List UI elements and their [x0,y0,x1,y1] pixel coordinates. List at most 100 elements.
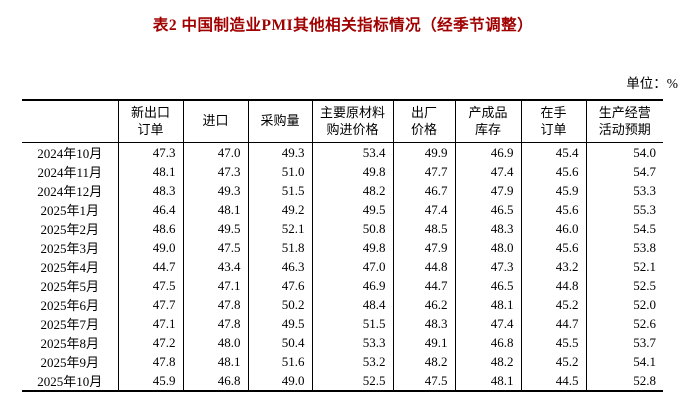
data-cell: 49.0 [248,371,313,391]
table-row: 2025年5月 47.5 47.1 47.6 46.9 44.7 46.5 44.8 52.5 [22,276,663,295]
row-label: 2025年8月 [22,333,119,352]
data-cell: 46.8 [455,333,522,352]
data-cell: 53.3 [312,333,394,352]
data-cell: 52.1 [248,219,313,238]
row-label: 2025年9月 [22,352,119,371]
data-cell: 50.8 [312,219,394,238]
data-cell: 47.3 [118,142,184,162]
data-cell: 48.1 [118,162,184,181]
table-row: 2025年3月 49.0 47.5 51.8 49.8 47.9 48.0 45.6 53.8 [22,238,663,257]
data-cell: 52.0 [633,296,656,312]
column-header-ex-factory-prices: 出厂 价格 [393,100,456,143]
table-header-row: 新出口 订单 进口 采购量 主要原材料 购进价格 出厂 价格 产成品 库存 在手… [22,100,663,143]
data-cell: 46.4 [118,200,184,219]
data-cell: 46.0 [521,219,587,238]
data-cell: 47.8 [183,314,249,333]
data-cell: 47.3 [183,162,249,181]
data-cell: 53.8 [633,239,656,255]
data-cell: 46.5 [455,200,522,219]
data-cell: 48.2 [455,352,522,371]
table-row: 2025年4月 44.7 43.4 46.3 47.0 44.8 47.3 43.2 52.1 [22,257,663,276]
row-label: 2025年6月 [22,295,119,314]
column-header-raw-material-prices: 主要原材料 购进价格 [312,100,394,143]
data-cell: 47.4 [455,162,522,181]
row-label: 2025年5月 [22,276,119,295]
row-label: 2025年10月 [22,371,119,391]
data-cell: 48.4 [312,295,394,314]
data-cell: 45.6 [521,238,587,257]
column-header-business-expectations: 生产经营 活动预期 [586,100,663,143]
row-label: 2024年10月 [22,142,119,162]
table-row: 2024年11月 48.1 47.3 51.0 49.8 47.7 47.4 45.6 54.7 [22,162,663,181]
data-cell: 48.1 [455,295,522,314]
data-cell: 47.9 [393,238,456,257]
data-cell: 48.6 [118,219,184,238]
row-label: 2025年3月 [22,238,119,257]
data-cell: 51.8 [248,238,313,257]
data-cell: 49.1 [393,333,456,352]
data-cell: 45.2 [521,295,587,314]
data-cell: 47.3 [455,257,522,276]
data-cell: 46.2 [393,295,456,314]
data-cell: 47.0 [183,142,249,162]
data-cell: 47.2 [118,333,184,352]
data-cell: 49.3 [248,142,313,162]
data-cell: 43.2 [521,257,587,276]
table-row: 2025年6月 47.7 47.8 50.2 48.4 46.2 48.1 45.2 52.0 [22,295,663,314]
pmi-table: 新出口 订单 进口 采购量 主要原材料 购进价格 出厂 价格 产成品 库存 在手… [22,99,663,392]
data-cell: 49.2 [248,200,313,219]
data-cell: 49.9 [393,142,456,162]
data-cell: 54.1 [633,353,656,369]
data-cell: 48.3 [118,181,184,200]
data-cell: 48.1 [455,371,522,391]
data-cell: 46.9 [312,276,394,295]
data-cell: 49.5 [312,200,394,219]
data-cell: 47.4 [393,200,456,219]
table-row: 2025年1月 46.4 48.1 49.2 49.5 47.4 46.5 45.6 55.3 [22,200,663,219]
data-cell: 47.5 [393,371,456,391]
page-title: 表2 中国制造业PMI其他相关指标情况（经季节调整） [152,17,534,34]
data-cell: 49.0 [118,238,184,257]
table-row: 2025年7月 47.1 47.8 49.5 51.5 48.3 47.4 44.7 52.6 [22,314,663,333]
data-cell: 44.7 [393,276,456,295]
data-cell: 51.5 [312,314,394,333]
data-cell: 46.7 [393,181,456,200]
data-cell: 53.7 [633,334,656,350]
column-header-finished-goods-inventory: 产成品 库存 [455,100,522,143]
data-cell: 51.0 [248,162,313,181]
row-label: 2025年1月 [22,200,119,219]
data-cell: 46.5 [455,276,522,295]
data-cell: 45.9 [118,371,184,391]
column-header-purchasing-volume: 采购量 [248,100,313,143]
data-cell: 52.6 [633,315,656,331]
data-cell: 45.2 [521,352,587,371]
data-cell: 47.5 [118,276,184,295]
data-cell: 47.5 [183,238,249,257]
data-cell: 46.8 [183,371,249,391]
table-row: 2025年10月 45.9 46.8 49.0 52.5 47.5 48.1 44.5 52.8 [22,371,663,391]
data-cell: 49.8 [312,238,394,257]
data-cell: 55.3 [633,201,656,217]
corner-cell [22,100,119,143]
data-cell: 48.2 [312,181,394,200]
data-cell: 48.0 [183,333,249,352]
data-cell: 54.5 [633,220,656,236]
data-cell: 47.7 [393,162,456,181]
table-row: 2024年10月 47.3 47.0 49.3 53.4 49.9 46.9 45.4 54.0 [22,142,663,162]
table-row: 2024年12月 48.3 49.3 51.5 48.2 46.7 47.9 45.9 53.3 [22,181,663,200]
data-cell: 45.5 [521,333,587,352]
data-cell: 54.0 [633,144,656,160]
data-cell: 49.8 [312,162,394,181]
data-cell: 50.2 [248,295,313,314]
data-cell: 48.0 [455,238,522,257]
data-cell: 49.5 [183,219,249,238]
data-cell: 52.5 [312,371,394,391]
data-cell: 53.3 [633,182,656,198]
row-label: 2025年7月 [22,314,119,333]
data-cell: 48.2 [393,352,456,371]
data-cell: 50.4 [248,333,313,352]
column-header-new-export-orders: 新出口 订单 [118,100,184,143]
data-cell: 51.5 [248,181,313,200]
data-cell: 47.8 [118,352,184,371]
data-cell: 45.9 [521,181,587,200]
